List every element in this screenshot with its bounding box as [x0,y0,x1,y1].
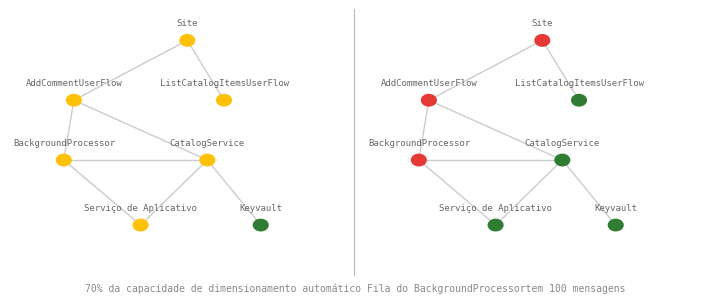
Circle shape [412,154,426,166]
Circle shape [422,95,436,106]
Text: CatalogService: CatalogService [525,139,600,148]
Text: Site: Site [177,19,198,28]
Text: ListCatalogItemsUserFlow: ListCatalogItemsUserFlow [160,79,288,88]
Circle shape [253,219,268,231]
Text: Site: Site [532,19,553,28]
Circle shape [572,95,586,106]
Text: 70% da capacidade de dimensionamento automático Fila do BackgroundProcessortem 1: 70% da capacidade de dimensionamento aut… [84,283,626,294]
Text: Keyvault: Keyvault [239,204,282,213]
Text: ListCatalogItemsUserFlow: ListCatalogItemsUserFlow [515,79,643,88]
Circle shape [608,219,623,231]
Circle shape [57,154,71,166]
Circle shape [535,35,550,46]
Text: CatalogService: CatalogService [170,139,245,148]
Circle shape [67,95,81,106]
Text: Serviço de Aplicativo: Serviço de Aplicativo [439,204,552,213]
Text: BackgroundProcessor: BackgroundProcessor [13,139,115,148]
Circle shape [555,154,569,166]
Circle shape [133,219,148,231]
Text: AddCommentUserFlow: AddCommentUserFlow [381,79,477,88]
Circle shape [200,154,214,166]
Text: Keyvault: Keyvault [594,204,637,213]
Text: Serviço de Aplicativo: Serviço de Aplicativo [84,204,197,213]
Circle shape [488,219,503,231]
Text: AddCommentUserFlow: AddCommentUserFlow [26,79,122,88]
Circle shape [217,95,231,106]
Circle shape [180,35,195,46]
Text: BackgroundProcessor: BackgroundProcessor [368,139,470,148]
